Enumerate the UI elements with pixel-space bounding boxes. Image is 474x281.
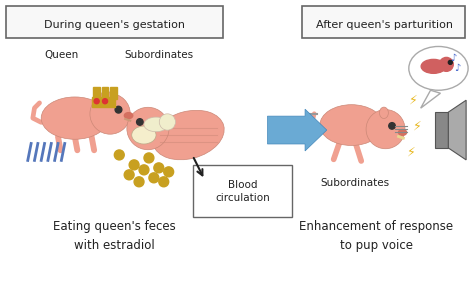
- Ellipse shape: [399, 130, 407, 135]
- Text: Enhancement of response
to pup voice: Enhancement of response to pup voice: [299, 220, 453, 251]
- Circle shape: [154, 163, 164, 173]
- Ellipse shape: [124, 113, 133, 119]
- Text: Blood
circulation: Blood circulation: [215, 180, 270, 203]
- Bar: [93, 87, 100, 99]
- Ellipse shape: [320, 105, 383, 146]
- Bar: [193, 165, 292, 217]
- Circle shape: [90, 94, 130, 134]
- Bar: [6, 6, 223, 37]
- Circle shape: [115, 106, 122, 113]
- Text: Subordinates: Subordinates: [320, 178, 389, 188]
- Circle shape: [164, 167, 173, 177]
- Circle shape: [102, 99, 108, 104]
- Circle shape: [114, 150, 124, 160]
- Bar: [302, 6, 465, 37]
- Polygon shape: [448, 100, 466, 160]
- Text: ⚡: ⚡: [410, 94, 418, 107]
- Circle shape: [139, 165, 149, 175]
- FancyArrow shape: [267, 109, 327, 151]
- Ellipse shape: [380, 107, 388, 119]
- Text: After queen's parturition: After queen's parturition: [316, 20, 453, 30]
- Bar: [435, 112, 448, 148]
- Text: ♪: ♪: [450, 53, 456, 64]
- Circle shape: [127, 107, 169, 150]
- Circle shape: [124, 170, 134, 180]
- Text: Eating queen's feces
with estradiol: Eating queen's feces with estradiol: [53, 220, 176, 251]
- Circle shape: [159, 177, 169, 187]
- Circle shape: [149, 173, 159, 183]
- Circle shape: [137, 119, 143, 125]
- Ellipse shape: [153, 110, 224, 160]
- Bar: [110, 87, 117, 99]
- Bar: [91, 97, 115, 107]
- Circle shape: [366, 110, 405, 149]
- Circle shape: [159, 114, 175, 130]
- Ellipse shape: [41, 97, 109, 139]
- Text: ⚡: ⚡: [413, 120, 422, 133]
- Text: Subordinates: Subordinates: [124, 51, 193, 60]
- Circle shape: [389, 123, 395, 129]
- Circle shape: [439, 57, 453, 71]
- Ellipse shape: [101, 90, 111, 104]
- Text: ⚡: ⚡: [408, 146, 416, 158]
- Circle shape: [134, 177, 144, 187]
- Circle shape: [94, 99, 99, 104]
- Ellipse shape: [132, 126, 156, 144]
- Text: During queen's gestation: During queen's gestation: [44, 20, 185, 30]
- Ellipse shape: [144, 117, 168, 132]
- Circle shape: [144, 153, 154, 163]
- Polygon shape: [420, 90, 440, 108]
- Text: ♪: ♪: [454, 63, 460, 73]
- Ellipse shape: [409, 46, 468, 90]
- Ellipse shape: [421, 59, 446, 73]
- Bar: [102, 87, 109, 99]
- Circle shape: [129, 160, 139, 170]
- Text: Queen: Queen: [45, 51, 79, 60]
- Circle shape: [448, 60, 452, 64]
